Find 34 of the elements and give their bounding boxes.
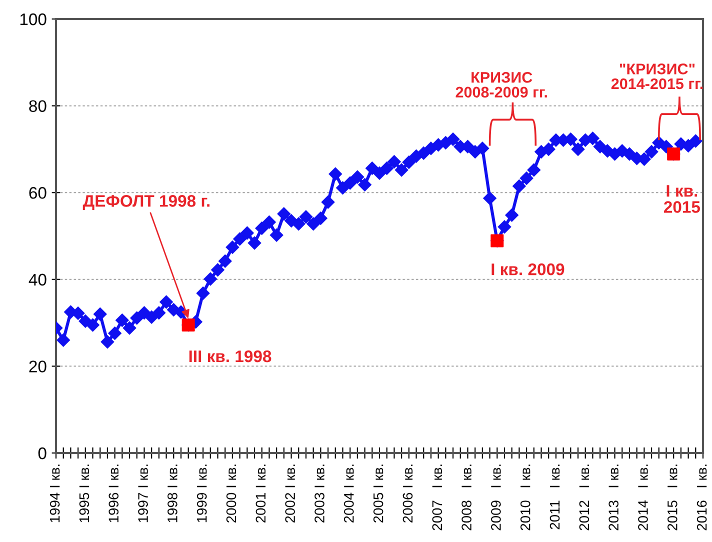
y-tick-label: 100 bbox=[20, 13, 46, 26]
x-tick-label: 2003 I кв. bbox=[314, 464, 324, 522]
x-tick-label: 1996 I кв. bbox=[108, 464, 119, 522]
x-tick-label: 2012 I кв. bbox=[579, 464, 590, 530]
y-tick-label: 20 bbox=[29, 360, 46, 372]
x-tick-label: 2005 I кв. bbox=[373, 464, 384, 522]
x-tick-label: 2001 I кв. bbox=[256, 464, 266, 522]
y-tick-label: 0 bbox=[38, 447, 46, 460]
x-tick-label: 2009 I кв. bbox=[491, 464, 501, 530]
x-tick-label: 2008 I кв. bbox=[462, 464, 472, 530]
x-tick-label: 1994 I кв. bbox=[50, 464, 60, 522]
x-tick-label: 2011 I кв. bbox=[550, 464, 560, 530]
x-tick-label: 1998 I кв. bbox=[168, 464, 178, 522]
x-tick-label: 2007 I кв. bbox=[432, 464, 442, 530]
x-tick-label: 2006 I кв. bbox=[402, 464, 413, 522]
y-tick-label: 60 bbox=[29, 187, 46, 199]
annotation: ДЕФОЛТ 1998 г. bbox=[82, 195, 210, 210]
x-tick-label: 2014 I кв. bbox=[638, 464, 648, 530]
x-tick-label: 2015 I кв. bbox=[667, 464, 678, 530]
y-tick-label: 40 bbox=[28, 274, 46, 286]
x-tick-label: 2004 I кв. bbox=[344, 464, 354, 522]
x-tick-label: 2013 I кв. bbox=[608, 464, 618, 530]
annotation: I кв. 2015 bbox=[664, 185, 700, 213]
annotation: КРИЗИС 2008-2009 гг. bbox=[456, 72, 547, 98]
annotation: III кв. 1998 bbox=[189, 350, 272, 362]
x-tick-label: 1997 I кв. bbox=[138, 464, 148, 522]
x-tick-label: 2010 I кв. bbox=[520, 464, 530, 530]
x-tick-label: 1995 I кв. bbox=[79, 464, 90, 522]
x-tick-label: 2000 I кв. bbox=[226, 464, 236, 522]
y-tick-label: 80 bbox=[29, 100, 46, 112]
x-tick-label: 1999 I кв. bbox=[196, 464, 207, 522]
x-tick-label: 2016 I кв. bbox=[696, 464, 707, 530]
annotation: I кв. 2009 bbox=[492, 263, 564, 276]
x-tick-label: 2002 I кв. bbox=[285, 464, 295, 522]
